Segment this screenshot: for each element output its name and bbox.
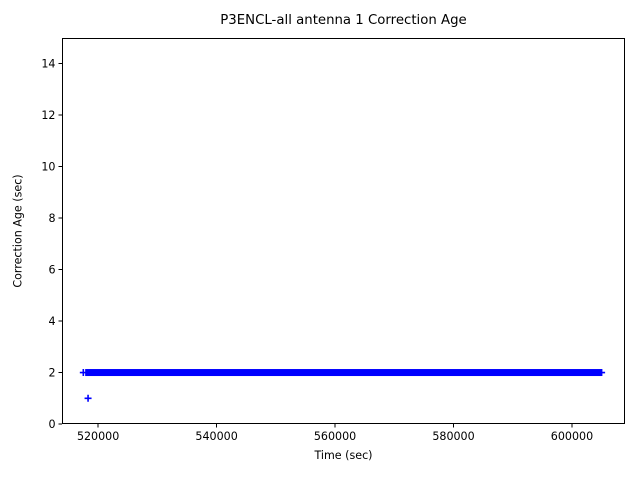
y-tick-label: 12 xyxy=(41,109,55,122)
y-tick-label: 4 xyxy=(48,315,55,328)
y-tick-label: 10 xyxy=(41,161,55,174)
axes-spines xyxy=(62,38,625,424)
data-point-marker xyxy=(598,369,606,377)
y-tick-label: 8 xyxy=(48,212,55,225)
y-tick-label: 0 xyxy=(48,418,55,431)
data-band xyxy=(85,369,602,377)
x-axis-label: Time (sec) xyxy=(314,449,373,462)
x-tick-label: 540000 xyxy=(195,430,237,443)
x-tick-label: 560000 xyxy=(314,430,356,443)
x-tick-label: 580000 xyxy=(432,430,474,443)
y-axis-label: Correction Age (sec) xyxy=(11,174,25,288)
data-point-marker xyxy=(84,394,92,402)
x-tick-label: 600000 xyxy=(551,430,593,443)
x-tick-label: 520000 xyxy=(77,430,119,443)
y-tick-label: 6 xyxy=(48,264,55,277)
y-tick-label: 2 xyxy=(48,367,55,380)
chart-title: P3ENCL-all antenna 1 Correction Age xyxy=(220,13,467,28)
data-point-marker xyxy=(79,369,87,377)
y-tick-label: 14 xyxy=(41,58,55,71)
